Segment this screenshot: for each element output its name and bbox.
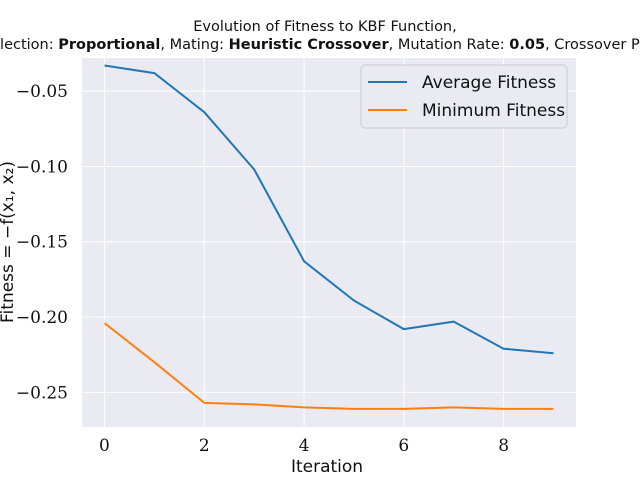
x-axis-label: Iteration [291, 457, 363, 477]
x-axis-ticks: 0 2 4 6 8 [99, 436, 509, 456]
chart-title-line1: Evolution of Fitness to KBF Function, [193, 19, 457, 35]
title-part-1: Proportional [58, 37, 160, 53]
title-part-3: Heuristic Crossover [229, 37, 390, 53]
legend-label-minimum-fitness: Minimum Fitness [422, 101, 565, 121]
legend-label-average-fitness: Average Fitness [422, 73, 556, 93]
legend: Average Fitness Minimum Fitness [360, 64, 568, 129]
title-part-4: , Mutation Rate: [389, 37, 510, 53]
title-part-2: , Mating: [160, 37, 228, 53]
x-tick-label-3: 6 [398, 436, 409, 456]
series-line-minimum-fitness [103, 322, 554, 410]
x-tick-label-4: 8 [498, 436, 509, 456]
series-line-average-fitness [104, 64, 554, 355]
x-tick-label-2: 4 [299, 436, 310, 456]
y-tick-label-3: −0.20 [16, 308, 68, 328]
legend-frame [360, 64, 568, 129]
y-tick-label-4: −0.25 [16, 383, 68, 403]
title-part-6: , Crossover Prob: [545, 37, 640, 53]
y-axis-ticks: −0.05 −0.10 −0.15 −0.20 −0.25 [16, 82, 68, 403]
x-tick-label-0: 0 [99, 436, 110, 456]
series-lines [103, 64, 554, 410]
title-part-0: Selection: [0, 37, 58, 53]
y-tick-label-2: −0.15 [16, 233, 68, 253]
y-tick-label-0: −0.05 [16, 82, 68, 102]
y-tick-label-1: −0.10 [16, 157, 68, 177]
chart-title-line2: Selection: Proportional, Mating: Heurist… [0, 37, 640, 53]
grid-lines [82, 58, 576, 427]
x-tick-label-1: 2 [199, 436, 210, 456]
title-part-5: 0.05 [509, 37, 545, 53]
y-axis-label: Fitness = −f(x₁, x₂) [0, 161, 18, 323]
